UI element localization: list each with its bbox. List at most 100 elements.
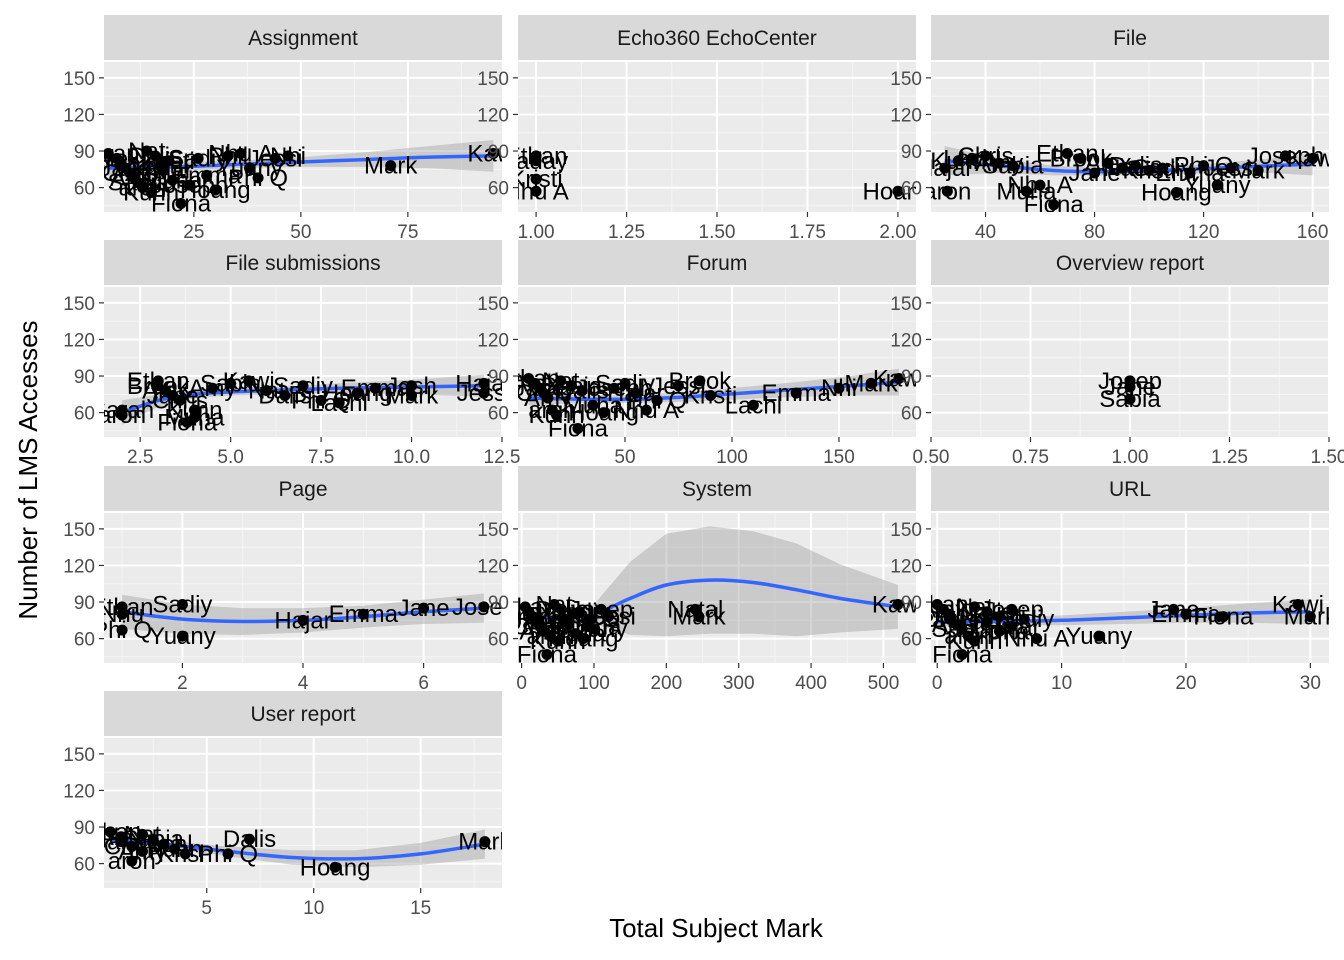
point-label: Ethan (505, 143, 568, 170)
y-tick-label: 90 (901, 367, 922, 388)
data-point (1225, 162, 1237, 174)
point-label: Yuany (149, 623, 216, 650)
point-label: Phi Q (291, 387, 351, 414)
data-point (222, 848, 234, 860)
point-label: Amy (110, 165, 158, 192)
point-label: Dalis (258, 383, 311, 410)
point-label: Josep (569, 596, 633, 623)
y-tick-label: 60 (488, 404, 509, 425)
point-label: Hoang (863, 178, 934, 205)
y-tick-label: 120 (477, 105, 509, 126)
x-tick-label: 500 (868, 673, 900, 694)
point-label: Jane (1148, 596, 1200, 623)
x-tick-label: 1.50 (1311, 447, 1344, 468)
point-label: Ethan (77, 140, 140, 167)
point-label: Yuany (216, 155, 283, 182)
y-tick-label: 60 (488, 179, 509, 200)
data-point (892, 185, 904, 197)
data-point (115, 836, 127, 848)
panel-grid (518, 513, 916, 663)
point-label: Amy (189, 375, 237, 402)
point-label: Kristi (1122, 158, 1175, 185)
data-point (116, 624, 128, 636)
facet-file-submissions: File submissionsSaraharonEthanBrookAlexJ… (63, 240, 520, 468)
y-tick-label: 90 (74, 367, 95, 388)
data-point (184, 179, 196, 191)
point-label: Kuhn (166, 397, 222, 424)
facet-strip-label: Echo360 EchoCenter (617, 27, 817, 50)
data-point (222, 150, 234, 162)
point-label: Nhu A (1004, 626, 1069, 653)
data-point (158, 165, 170, 177)
point-label: Nat (536, 591, 574, 618)
point-label: Muha (563, 392, 624, 419)
data-point (1124, 393, 1136, 405)
y-tick-label: 120 (63, 781, 95, 802)
point-label: Sadiy (1133, 155, 1193, 182)
point-label: Kuhn (930, 148, 986, 175)
x-tick-label: 1.75 (789, 222, 826, 243)
data-point (145, 186, 157, 198)
point-label: Sadiy (994, 606, 1054, 633)
point-label: Kawi (467, 140, 519, 167)
data-point (261, 385, 273, 397)
point-label: Chris (958, 143, 1014, 170)
data-point (980, 150, 992, 162)
x-tick-label: 7.5 (308, 447, 334, 468)
data-point (790, 387, 802, 399)
data-point (243, 375, 255, 387)
x-tick-label: 200 (650, 673, 682, 694)
point-label: Jane (510, 609, 562, 636)
point-label: Hajar (607, 380, 664, 407)
data-point (572, 422, 584, 434)
point-label: Mark (1231, 158, 1285, 185)
point-label: Nhu A (503, 178, 568, 205)
data-point (956, 623, 968, 635)
x-tick-label: 25 (183, 222, 204, 243)
data-point (1184, 167, 1196, 179)
data-point (577, 633, 589, 645)
data-point (584, 613, 596, 625)
data-point (993, 625, 1005, 637)
y-tick-label: 90 (74, 593, 95, 614)
point-label: Nat (542, 368, 580, 395)
facet-url: URLEthanAlexBrookChrisAmyFionaSabiaaronN… (890, 466, 1329, 694)
x-tick-label: 50 (614, 447, 635, 468)
point-label: Kuhn (530, 628, 586, 655)
data-point (555, 375, 567, 387)
data-point (282, 150, 294, 162)
facet-strip (518, 240, 916, 285)
y-tick-label: 150 (890, 294, 922, 315)
point-label: Alex (98, 824, 145, 851)
panel-grid (931, 513, 1329, 663)
point-label: Brook (1050, 145, 1114, 172)
data-point (576, 385, 588, 397)
y-tick-label: 90 (74, 818, 95, 839)
y-tick-label: 90 (488, 367, 509, 388)
data-point (244, 833, 256, 845)
data-point (478, 601, 490, 613)
data-point (1075, 152, 1087, 164)
data-point (530, 173, 542, 185)
data-point (235, 147, 247, 159)
point-label: Kristi (684, 383, 737, 410)
data-point (1279, 150, 1291, 162)
point-label: Amy (524, 385, 572, 412)
point-label: Hoang (568, 400, 639, 427)
point-label: Mark (458, 829, 512, 856)
data-point (116, 608, 128, 620)
data-point (418, 602, 430, 614)
point-label: Emma (341, 375, 411, 402)
point-label: Jaday (504, 148, 568, 175)
point-label: Josep (452, 594, 516, 621)
point-label: Mark (672, 604, 726, 631)
point-label: Phi Q (198, 841, 258, 868)
facet-strip (518, 15, 916, 60)
point-label: Kawi (223, 368, 275, 395)
data-point (551, 409, 563, 421)
y-tick-label: 150 (477, 520, 509, 541)
data-point (969, 601, 981, 613)
